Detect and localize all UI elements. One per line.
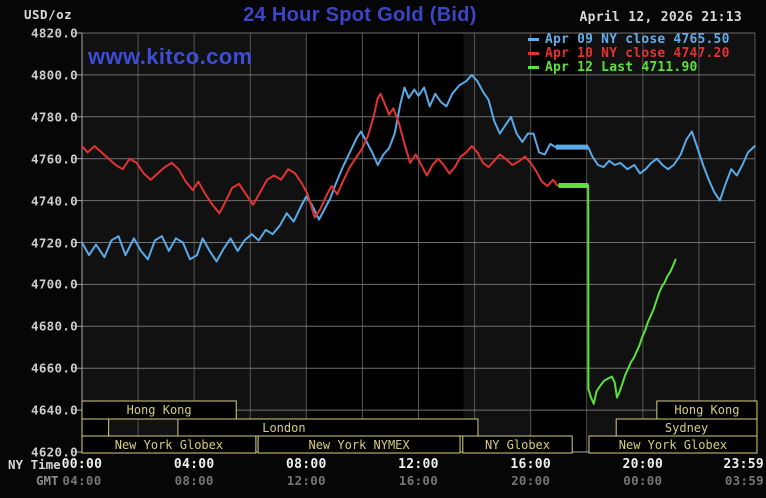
series-line-2 [557,184,677,405]
legend-item-label: Apr 12 Last 4711.90 [545,59,698,75]
session-label: NY Globex [485,438,550,452]
x-tick-label-ny: 12:00 [398,457,439,472]
y-tick-label: 4620.0 [31,444,78,460]
session-box [257,435,461,454]
x-tick-label-gmt: 08:00 [174,473,214,488]
legend: Apr 09 NY close 4765.50 Apr 10 NY close 4… [528,31,730,75]
y-tick-label: 4700.0 [31,276,78,292]
legend-dash-icon [528,37,539,41]
y-tick-label: 4760.0 [31,151,78,167]
session-label: Sydney [665,421,708,435]
session-label: Hong Kong [674,403,739,417]
session-box [81,435,257,454]
legend-item-apr12: Apr 12 Last 4711.90 [528,59,730,75]
x-tick-label-gmt: 16:00 [398,473,439,488]
y-tick-label: 4660.0 [31,360,78,376]
session-label: New York NYMEX [308,438,410,452]
y-tick-label: 4640.0 [31,402,78,418]
y-tick-label: 4720.0 [31,235,78,250]
x-tick-label-ny: 16:00 [510,457,551,472]
series-line-0 [81,73,756,263]
datetime-label: April 12, 2026 21:13 [579,10,742,25]
session-label: Hong Kong [127,403,192,417]
chart-title: 24 Hour Spot Gold (Bid) [243,4,477,26]
session-box [462,435,573,454]
y-tick-label: 4800.0 [31,67,78,83]
x-tick-label-gmt: 12:00 [286,473,326,488]
session-box [177,418,479,437]
units-label: USD/oz [24,7,73,22]
x-tick-label-gmt: 00:00 [623,473,663,488]
kitco-watermark: www.kitco.com [88,44,253,69]
y-tick-label: 4820.0 [31,25,78,41]
legend-item-label: Apr 09 NY close 4765.50 [545,31,730,47]
legend-item-apr10: Apr 10 NY close 4747.20 [528,45,730,61]
y-tick-label: 4780.0 [31,109,78,125]
session-box [81,400,237,420]
y-tick-label: 4740.0 [31,193,78,209]
session-label: New York Globex [115,438,223,452]
x-tick-label-ny: 04:00 [173,457,215,472]
x-tick-label-gmt: 03:59 [724,473,764,488]
legend-dash-icon [528,65,539,69]
x-tick-label-ny: 00:00 [61,457,103,472]
x-tick-label-gmt: 20:00 [511,473,551,488]
x-tick-label-ny: 23:59 [723,457,764,472]
legend-item-apr09: Apr 09 NY close 4765.50 [528,31,730,47]
session-label: New York Globex [619,438,727,452]
session-label: London [262,421,305,435]
ny-time-axis-label: NY Time [8,457,61,472]
series-line-1 [81,92,559,219]
session-box [81,418,110,437]
x-tick-label-gmt: 04:00 [62,473,102,488]
x-tick-label-ny: 08:00 [286,457,327,472]
x-tick-label-ny: 20:00 [622,457,664,472]
y-tick-label: 4680.0 [31,318,78,334]
gmt-axis-label: GMT [36,473,59,488]
legend-dash-icon [528,51,539,55]
session-box [588,435,758,454]
legend-item-label: Apr 10 NY close 4747.20 [545,45,730,61]
